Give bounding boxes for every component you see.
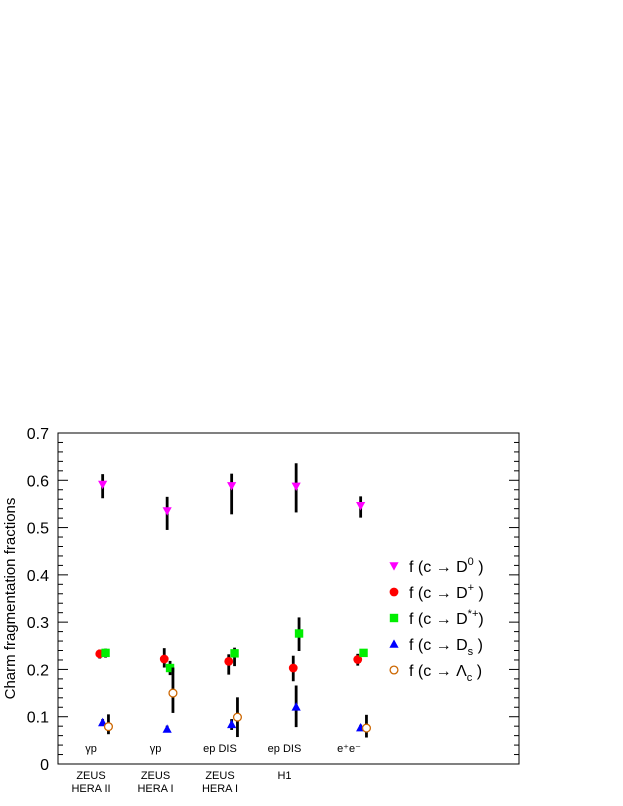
data-point [291, 702, 301, 711]
data-point [361, 723, 372, 733]
process-label: ep DIS [203, 743, 237, 755]
series-D+ [95, 648, 363, 682]
data-point [356, 502, 366, 511]
legend-label: f (c → Ds ) [409, 637, 483, 658]
experiment-label: ZEUS [205, 770, 234, 782]
experiment-label: HERA I [202, 783, 238, 795]
data-point [103, 722, 114, 732]
series-Λc [103, 667, 372, 738]
legend-marker [389, 587, 399, 597]
legend-label: f (c → Λc ) [409, 663, 482, 684]
legend-item: f (c → Ds ) [389, 637, 483, 658]
data-point [227, 719, 237, 729]
legend-item: f (c → D*+) [389, 608, 484, 628]
data-point [359, 648, 368, 658]
process-label: γp [85, 743, 97, 755]
data-point [353, 655, 363, 664]
data-point [232, 712, 243, 722]
series-D*+ [101, 617, 368, 676]
legend-marker [389, 639, 399, 648]
data-point [162, 507, 172, 516]
data-point [98, 480, 108, 490]
legend-label: f (c → D*+) [409, 608, 484, 628]
data-point [230, 649, 239, 658]
data-point [168, 688, 178, 698]
experiment-label: HERA I [137, 783, 173, 795]
series-Ds [98, 685, 366, 733]
y-tick-labels: 0 0.1 0.2 0.3 0.4 0.5 0.6 0.7 [27, 426, 49, 774]
legend: f (c → D0 ) f (c → D+ ) f (c → D*+) f (c → … [389, 556, 484, 684]
series-D0 [98, 463, 366, 530]
data-point [294, 629, 304, 638]
process-label: ep DIS [268, 743, 302, 755]
y-tick-label: 0.6 [27, 473, 49, 490]
data-marks [95, 463, 372, 738]
data-point [227, 482, 237, 491]
axis-ticks [58, 432, 519, 765]
experiment-label: ZEUS [76, 770, 105, 782]
legend-marker [389, 665, 399, 675]
legend-marker [389, 613, 399, 623]
data-point [162, 724, 172, 733]
y-tick-label: 0.7 [27, 426, 49, 443]
data-point [165, 663, 175, 673]
data-point [291, 482, 301, 492]
process-label: γp [150, 743, 162, 755]
legend-item: f (c → D0 ) [389, 556, 484, 576]
data-point [224, 656, 234, 666]
data-point [159, 654, 169, 664]
legend-item: f (c → D+ ) [389, 582, 484, 602]
data-point [288, 663, 298, 673]
y-tick-label: 0.3 [27, 615, 49, 632]
y-axis-label: Charm fragmentation fractions [2, 498, 19, 700]
process-label: e⁺e⁻ [337, 743, 361, 755]
plot-frame [57, 432, 520, 765]
experiment-label: HERA II [71, 783, 110, 795]
legend-marker [389, 562, 399, 571]
y-tick-label: 0.1 [27, 710, 49, 727]
data-point [101, 648, 110, 658]
y-tick-label: 0.5 [27, 521, 49, 538]
legend-item: f (c → Λc ) [389, 663, 482, 684]
y-tick-label: 0 [40, 757, 49, 774]
y-tick-label: 0.2 [27, 662, 49, 679]
legend-label: f (c → D+ ) [409, 582, 484, 602]
experiment-label: H1 [277, 770, 291, 782]
y-tick-label: 0.4 [27, 568, 49, 585]
experiment-label: ZEUS [141, 770, 170, 782]
legend-label: f (c → D0 ) [409, 556, 484, 576]
